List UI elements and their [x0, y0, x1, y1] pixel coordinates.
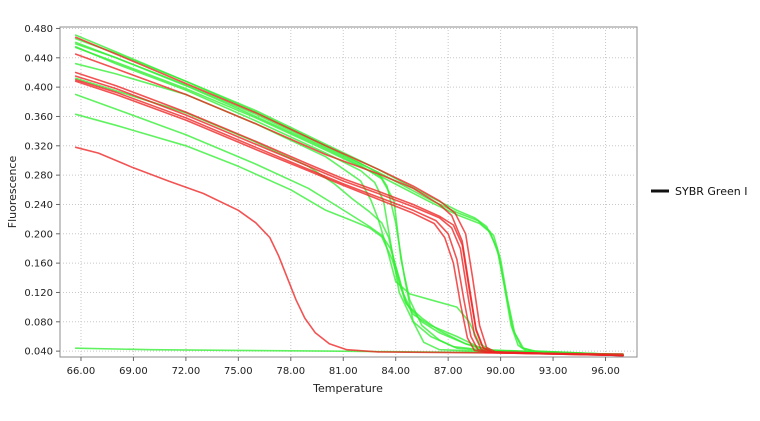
x-tick-label: 90.00: [486, 366, 515, 377]
series-line-7: [74, 113, 624, 356]
series-line-14: [74, 75, 624, 357]
y-tick-label: 0.040: [24, 347, 53, 358]
x-tick-label: 78.00: [276, 366, 305, 377]
y-tick-label: 0.480: [24, 24, 53, 35]
y-tick-label: 0.240: [24, 200, 53, 211]
y-tick-label: 0.120: [24, 288, 53, 299]
y-tick-label: 0.200: [24, 229, 53, 240]
gridlines: [60, 27, 637, 357]
series-line-17: [74, 36, 624, 357]
y-tick-label: 0.320: [24, 141, 53, 152]
x-tick-label: 81.00: [329, 366, 358, 377]
series-line-16: [74, 80, 624, 357]
y-tick-label: 0.360: [24, 112, 53, 123]
plot-area: [59, 26, 638, 358]
series-line-13: [74, 71, 624, 357]
y-tick-label: 0.080: [24, 317, 53, 328]
y-tick-label: 0.280: [24, 171, 53, 182]
x-axis: 66.00 69.00 72.00 75.00 78.00 81.00 84.00 87.00…: [67, 357, 620, 377]
x-tick-label: 69.00: [119, 366, 148, 377]
x-axis-title: Temperature: [312, 382, 383, 395]
x-tick-label: 72.00: [172, 366, 201, 377]
x-tick-label: 96.00: [591, 366, 620, 377]
series-group: [74, 34, 624, 357]
y-tick-label: 0.440: [24, 53, 53, 64]
series-line-8: [74, 37, 624, 356]
series-line-10: [74, 46, 624, 356]
y-tick-label: 0.160: [24, 259, 53, 270]
y-tick-label: 0.400: [24, 83, 53, 94]
legend-label-sybr-green: SYBR Green I: [675, 185, 747, 198]
x-tick-label: 87.00: [434, 366, 463, 377]
x-tick-label: 75.00: [224, 366, 253, 377]
series-line-18: [74, 146, 624, 355]
x-tick-label: 84.00: [381, 366, 410, 377]
series-line-15: [74, 79, 624, 357]
y-axis: 0.040 0.080 0.120 0.160 0.200 0.240 0.280 0.320…: [24, 24, 60, 358]
series-line-6: [74, 93, 624, 356]
x-tick-label: 93.00: [539, 366, 568, 377]
y-axis-title: Fluorescence: [6, 156, 19, 229]
x-tick-label: 66.00: [67, 366, 96, 377]
legend[interactable]: SYBR Green I: [651, 185, 747, 198]
